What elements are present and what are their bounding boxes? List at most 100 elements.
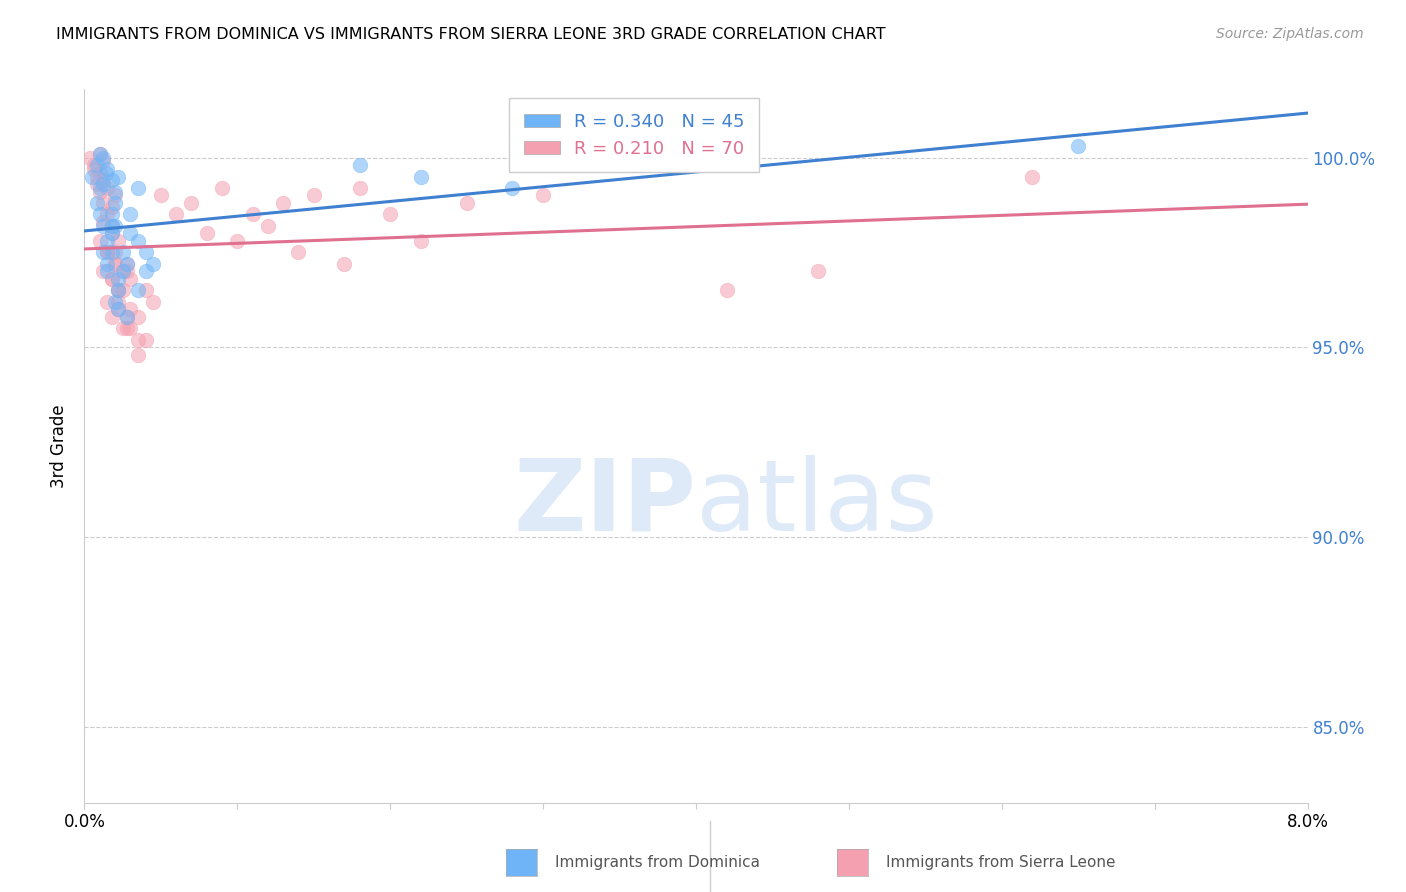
Point	[380, 207, 402, 221]
Point	[127, 310, 149, 324]
Point	[104, 196, 127, 211]
Point	[149, 188, 172, 202]
Point	[111, 284, 134, 298]
Point	[80, 169, 103, 184]
Text: Immigrants from Dominica: Immigrants from Dominica	[555, 855, 761, 870]
Point	[716, 284, 738, 298]
Point	[807, 264, 830, 278]
Point	[89, 185, 111, 199]
Point	[96, 264, 118, 278]
Point	[609, 158, 631, 172]
Point	[104, 245, 127, 260]
Point	[271, 196, 294, 211]
Point	[115, 257, 138, 271]
Point	[107, 284, 129, 298]
Point	[127, 333, 149, 347]
Point	[142, 257, 165, 271]
Point	[91, 264, 114, 278]
Point	[83, 158, 105, 172]
Point	[107, 234, 129, 248]
Point	[127, 348, 149, 362]
Point	[409, 234, 432, 248]
Point	[91, 177, 114, 191]
Point	[89, 207, 111, 221]
Point	[142, 294, 165, 309]
Point	[107, 302, 129, 317]
Point	[86, 196, 108, 211]
Point	[83, 161, 105, 176]
Point	[96, 161, 118, 176]
Point	[86, 177, 108, 191]
Point	[502, 181, 524, 195]
Point	[89, 146, 111, 161]
Point	[107, 302, 129, 317]
Point	[96, 257, 118, 271]
Point	[456, 196, 478, 211]
Point	[86, 158, 108, 172]
Point	[127, 284, 149, 298]
Point	[107, 284, 129, 298]
Point	[135, 245, 157, 260]
Point	[302, 188, 325, 202]
Point	[107, 272, 129, 286]
Point	[115, 257, 138, 271]
Point	[120, 207, 142, 221]
Legend: R = 0.340   N = 45, R = 0.210   N = 70: R = 0.340 N = 45, R = 0.210 N = 70	[509, 98, 759, 172]
Point	[180, 196, 202, 211]
Text: ZIP: ZIP	[513, 455, 696, 551]
Point	[101, 173, 124, 187]
Point	[211, 181, 233, 195]
Point	[409, 169, 432, 184]
Point	[91, 215, 114, 229]
Point	[127, 234, 149, 248]
Point	[120, 227, 142, 241]
Point	[91, 154, 114, 169]
Point	[127, 181, 149, 195]
Point	[349, 158, 371, 172]
Point	[101, 219, 124, 233]
Point	[1067, 139, 1090, 153]
Point	[104, 257, 127, 271]
Point	[287, 245, 309, 260]
Point	[115, 310, 138, 324]
Point	[104, 188, 127, 202]
Point	[226, 234, 249, 248]
Point	[104, 294, 127, 309]
Point	[135, 284, 157, 298]
Point	[101, 207, 124, 221]
Point	[101, 227, 124, 241]
Point	[91, 219, 114, 233]
Point	[1021, 169, 1043, 184]
Point	[107, 169, 129, 184]
Point	[120, 302, 142, 317]
Point	[349, 181, 371, 195]
Point	[101, 272, 124, 286]
Point	[79, 151, 101, 165]
Point	[115, 321, 138, 335]
Point	[91, 173, 114, 187]
Point	[115, 310, 138, 324]
Point	[96, 234, 118, 248]
Text: atlas: atlas	[696, 455, 938, 551]
Point	[111, 245, 134, 260]
Point	[531, 188, 554, 202]
Text: Immigrants from Sierra Leone: Immigrants from Sierra Leone	[886, 855, 1115, 870]
Point	[91, 151, 114, 165]
Point	[96, 245, 118, 260]
Point	[104, 185, 127, 199]
Point	[94, 166, 117, 180]
Point	[111, 264, 134, 278]
Y-axis label: 3rd Grade: 3rd Grade	[51, 404, 69, 488]
Point	[195, 227, 218, 241]
Text: Source: ZipAtlas.com: Source: ZipAtlas.com	[1216, 27, 1364, 41]
Point	[242, 207, 264, 221]
Point	[165, 207, 187, 221]
Point	[111, 321, 134, 335]
Point	[101, 219, 124, 233]
Point	[120, 321, 142, 335]
Point	[91, 245, 114, 260]
Point	[115, 264, 138, 278]
Point	[101, 272, 124, 286]
Point	[333, 257, 356, 271]
Point	[96, 245, 118, 260]
